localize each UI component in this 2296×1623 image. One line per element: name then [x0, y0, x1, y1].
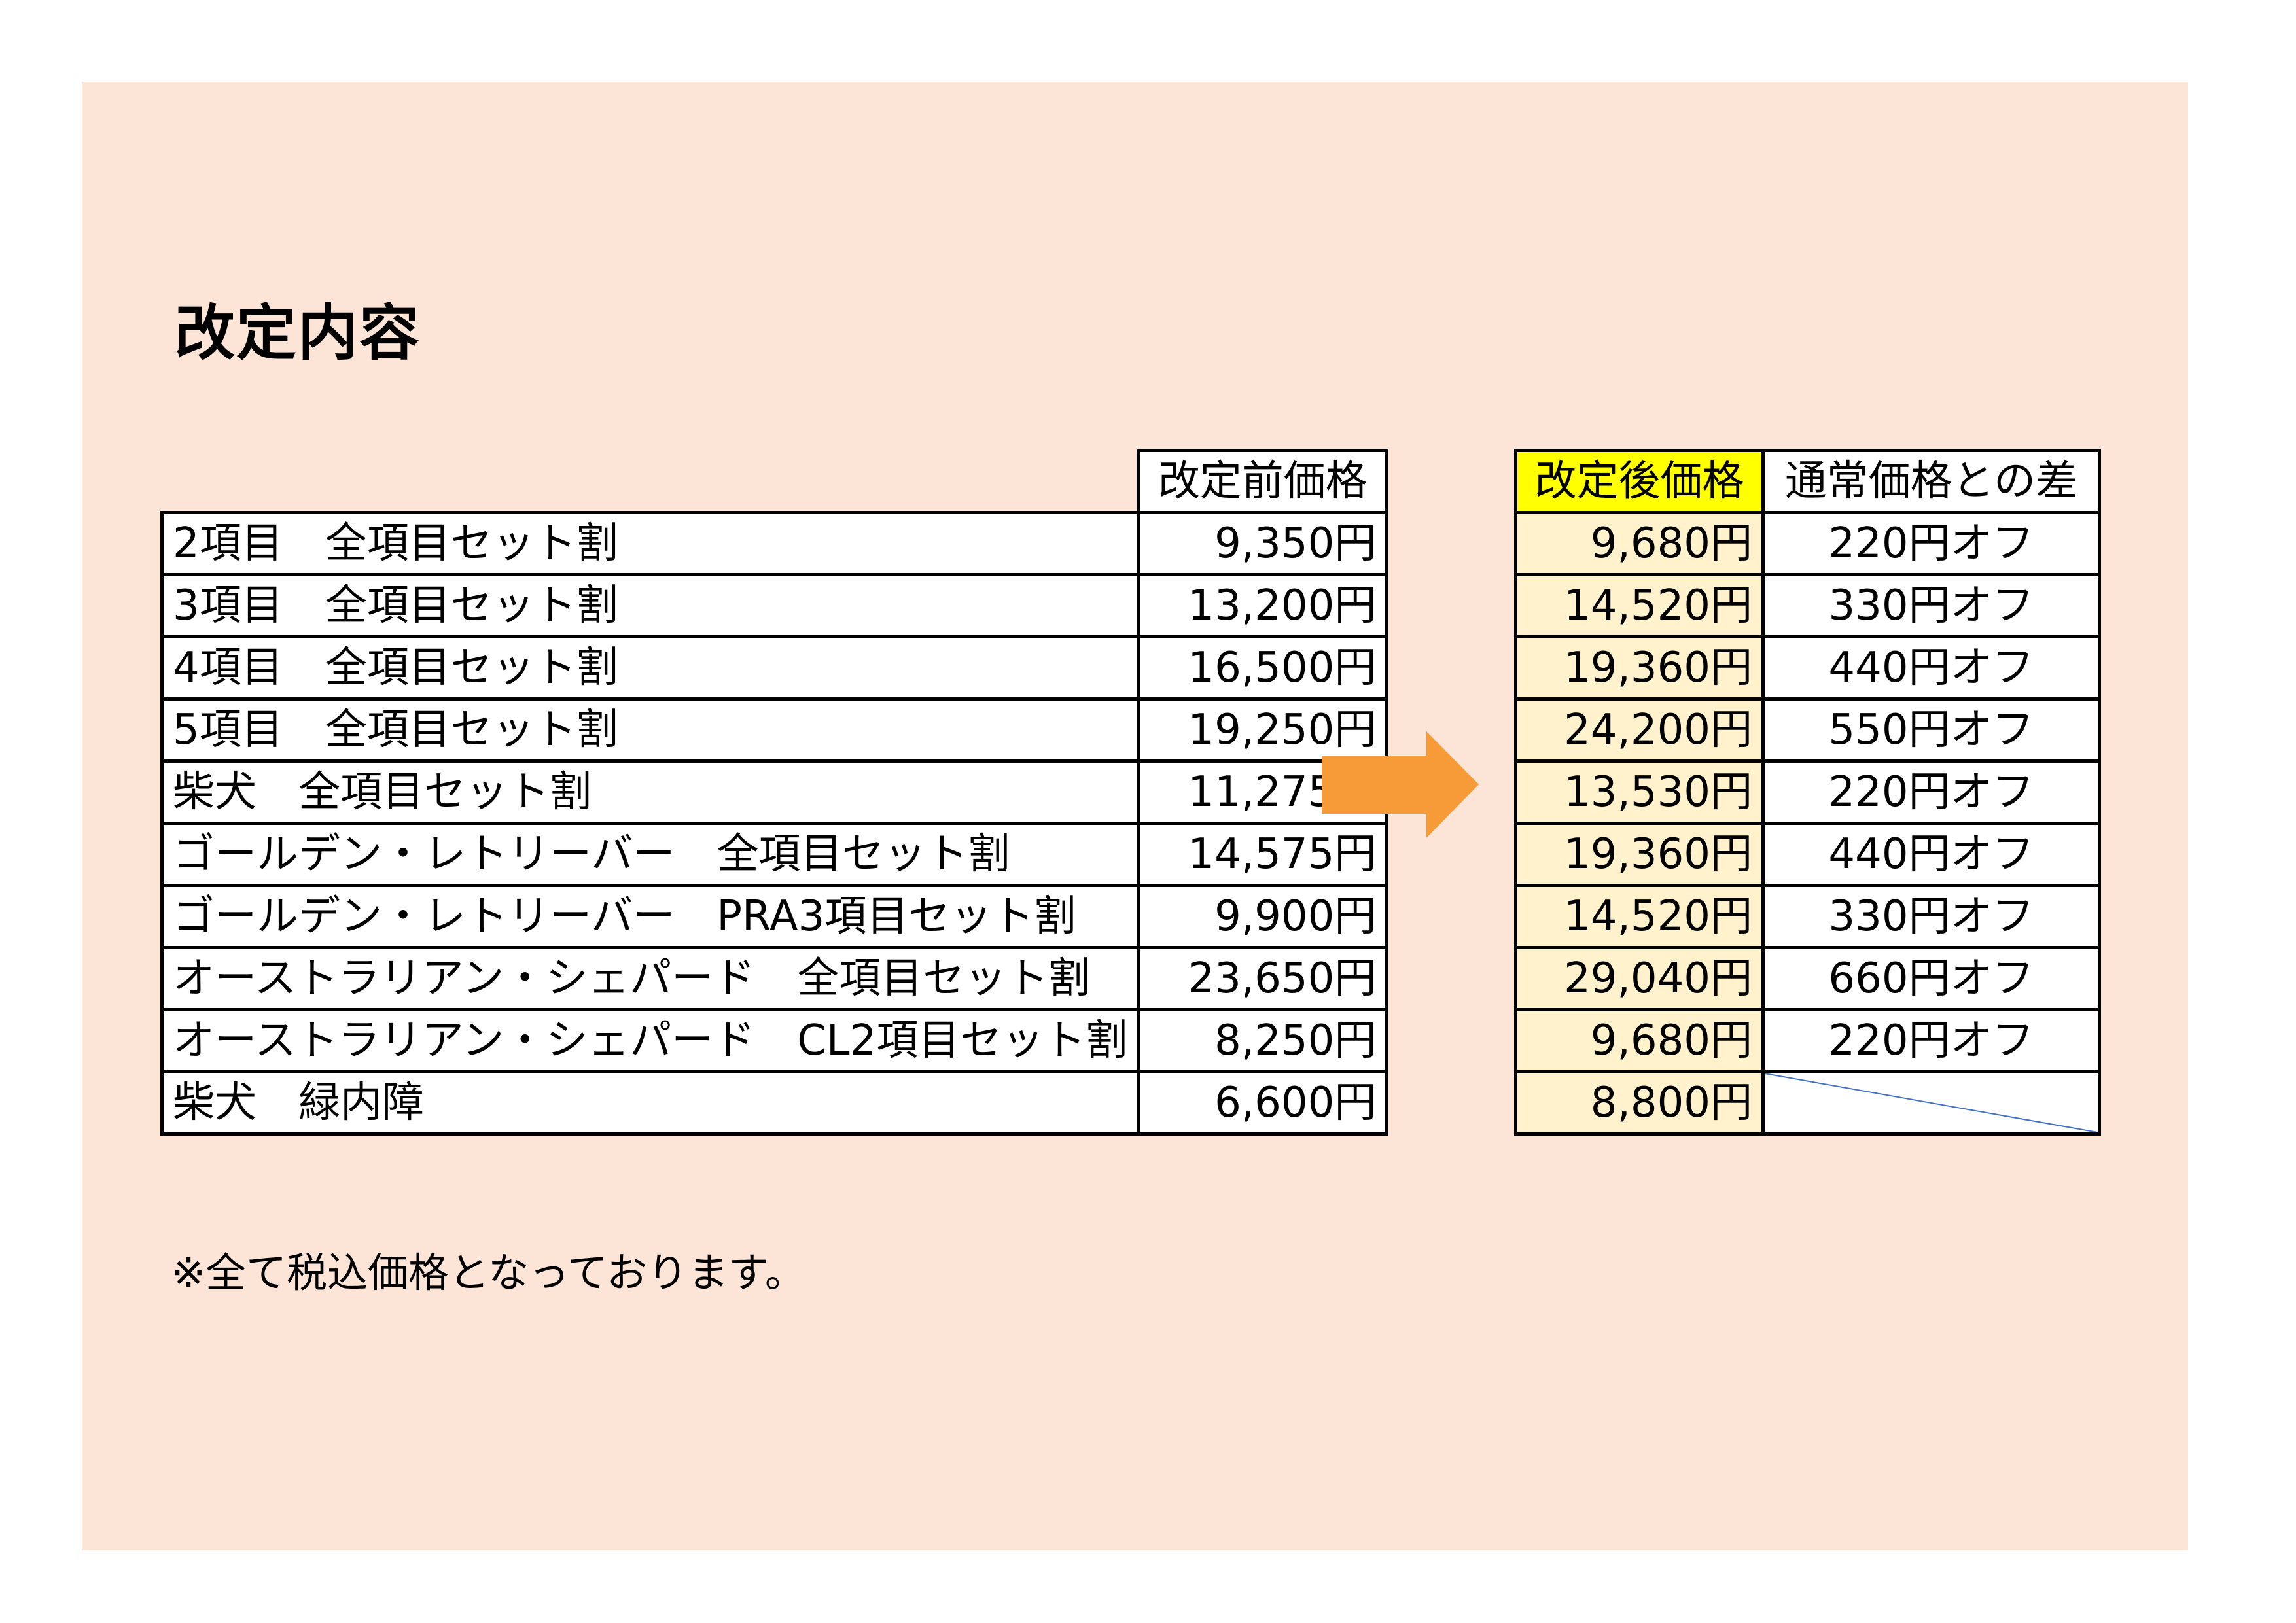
plan-name-cell: 5項目 全項目セット割	[160, 697, 1140, 763]
difference-cell: 220円オフ	[1761, 759, 2101, 825]
table-row: 柴犬 緑内障 6,600円	[160, 1070, 1389, 1136]
table-row: オーストラリアン・シェパード 全項目セット割 23,650円	[160, 946, 1389, 1011]
before-price-cell: 14,575円	[1137, 822, 1389, 887]
difference-cell: 660円オフ	[1761, 946, 2101, 1011]
difference-cell: 440円オフ	[1761, 822, 2101, 887]
before-price-cell: 8,250円	[1137, 1008, 1389, 1073]
table-row: 29,040円 660円オフ	[1514, 946, 2101, 1011]
difference-cell: 330円オフ	[1761, 573, 2101, 638]
after-price-cell: 13,530円	[1514, 759, 1765, 825]
difference-cell: 550円オフ	[1761, 697, 2101, 763]
table-row: 13,530円 220円オフ	[1514, 759, 2101, 825]
after-price-table: 改定後価格 通常価格との差 9,680円 220円オフ 14,520円 330円オフ 1…	[1514, 449, 2101, 1136]
plan-name-cell: ゴールデン・レトリーバー PRA3項目セット割	[160, 884, 1140, 949]
after-price-cell: 19,360円	[1514, 822, 1765, 887]
difference-cell: 330円オフ	[1761, 884, 2101, 949]
table-row: 5項目 全項目セット割 19,250円	[160, 697, 1389, 763]
table-row: 14,520円 330円オフ	[1514, 884, 2101, 949]
diagonal-line	[1765, 1073, 2098, 1132]
before-price-header: 改定前価格	[1137, 449, 1389, 514]
after-price-cell: 14,520円	[1514, 573, 1765, 638]
plan-name-cell: 柴犬 緑内障	[160, 1070, 1140, 1136]
table-row: 2項目 全項目セット割 9,350円	[160, 511, 1389, 576]
table-header-row: 改定後価格 通常価格との差	[1514, 449, 2101, 514]
right-arrow-icon	[1322, 731, 1479, 838]
table-row: 3項目 全項目セット割 13,200円	[160, 573, 1389, 638]
table-header-row: 改定前価格	[162, 449, 1389, 514]
difference-header: 通常価格との差	[1761, 449, 2101, 514]
table-row: オーストラリアン・シェパード CL2項目セット割 8,250円	[160, 1008, 1389, 1073]
empty-header-cell	[162, 451, 1139, 513]
table-row: 24,200円 550円オフ	[1514, 697, 2101, 763]
plan-name-cell: オーストラリアン・シェパード CL2項目セット割	[160, 1008, 1140, 1073]
table-row: 8,800円	[1514, 1070, 2101, 1136]
before-price-cell: 16,500円	[1137, 635, 1389, 701]
table-row: ゴールデン・レトリーバー PRA3項目セット割 9,900円	[160, 884, 1389, 949]
after-price-cell: 9,680円	[1514, 511, 1765, 576]
table-row: 19,360円 440円オフ	[1514, 822, 2101, 887]
after-price-cell: 8,800円	[1514, 1070, 1765, 1136]
plan-name-cell: 3項目 全項目セット割	[160, 573, 1140, 638]
after-price-cell: 14,520円	[1514, 884, 1765, 949]
after-price-cell: 24,200円	[1514, 697, 1765, 763]
after-price-header: 改定後価格	[1514, 449, 1765, 514]
before-price-cell: 9,900円	[1137, 884, 1389, 949]
plan-name-cell: 4項目 全項目セット割	[160, 635, 1140, 701]
table-row: 9,680円 220円オフ	[1514, 1008, 2101, 1073]
difference-cell: 220円オフ	[1761, 1008, 2101, 1073]
plan-name-cell: 2項目 全項目セット割	[160, 511, 1140, 576]
table-row: 14,520円 330円オフ	[1514, 573, 2101, 638]
plan-name-cell: 柴犬 全項目セット割	[160, 759, 1140, 825]
page-title: 改定内容	[175, 298, 421, 368]
plan-name-cell: ゴールデン・レトリーバー 全項目セット割	[160, 822, 1140, 887]
table-row: 柴犬 全項目セット割 11,275円	[160, 759, 1389, 825]
before-price-cell: 9,350円	[1137, 511, 1389, 576]
difference-cell: 440円オフ	[1761, 635, 2101, 701]
plan-name-cell: オーストラリアン・シェパード 全項目セット割	[160, 946, 1140, 1011]
table-row: ゴールデン・レトリーバー 全項目セット割 14,575円	[160, 822, 1389, 887]
before-price-cell: 6,600円	[1137, 1070, 1389, 1136]
before-price-table: 改定前価格 2項目 全項目セット割 9,350円 3項目 全項目セット割 13,2…	[160, 449, 1389, 1136]
tax-note: ※全て税込価格となっております。	[171, 1249, 805, 1297]
before-price-cell: 19,250円	[1137, 697, 1389, 763]
table-row: 9,680円 220円オフ	[1514, 511, 2101, 576]
after-price-cell: 19,360円	[1514, 635, 1765, 701]
after-price-cell: 9,680円	[1514, 1008, 1765, 1073]
difference-cell: 220円オフ	[1761, 511, 2101, 576]
table-row: 19,360円 440円オフ	[1514, 635, 2101, 701]
difference-cell-empty	[1761, 1070, 2101, 1136]
before-price-cell: 13,200円	[1137, 573, 1389, 638]
after-price-cell: 29,040円	[1514, 946, 1765, 1011]
table-row: 4項目 全項目セット割 16,500円	[160, 635, 1389, 701]
before-price-cell: 23,650円	[1137, 946, 1389, 1011]
